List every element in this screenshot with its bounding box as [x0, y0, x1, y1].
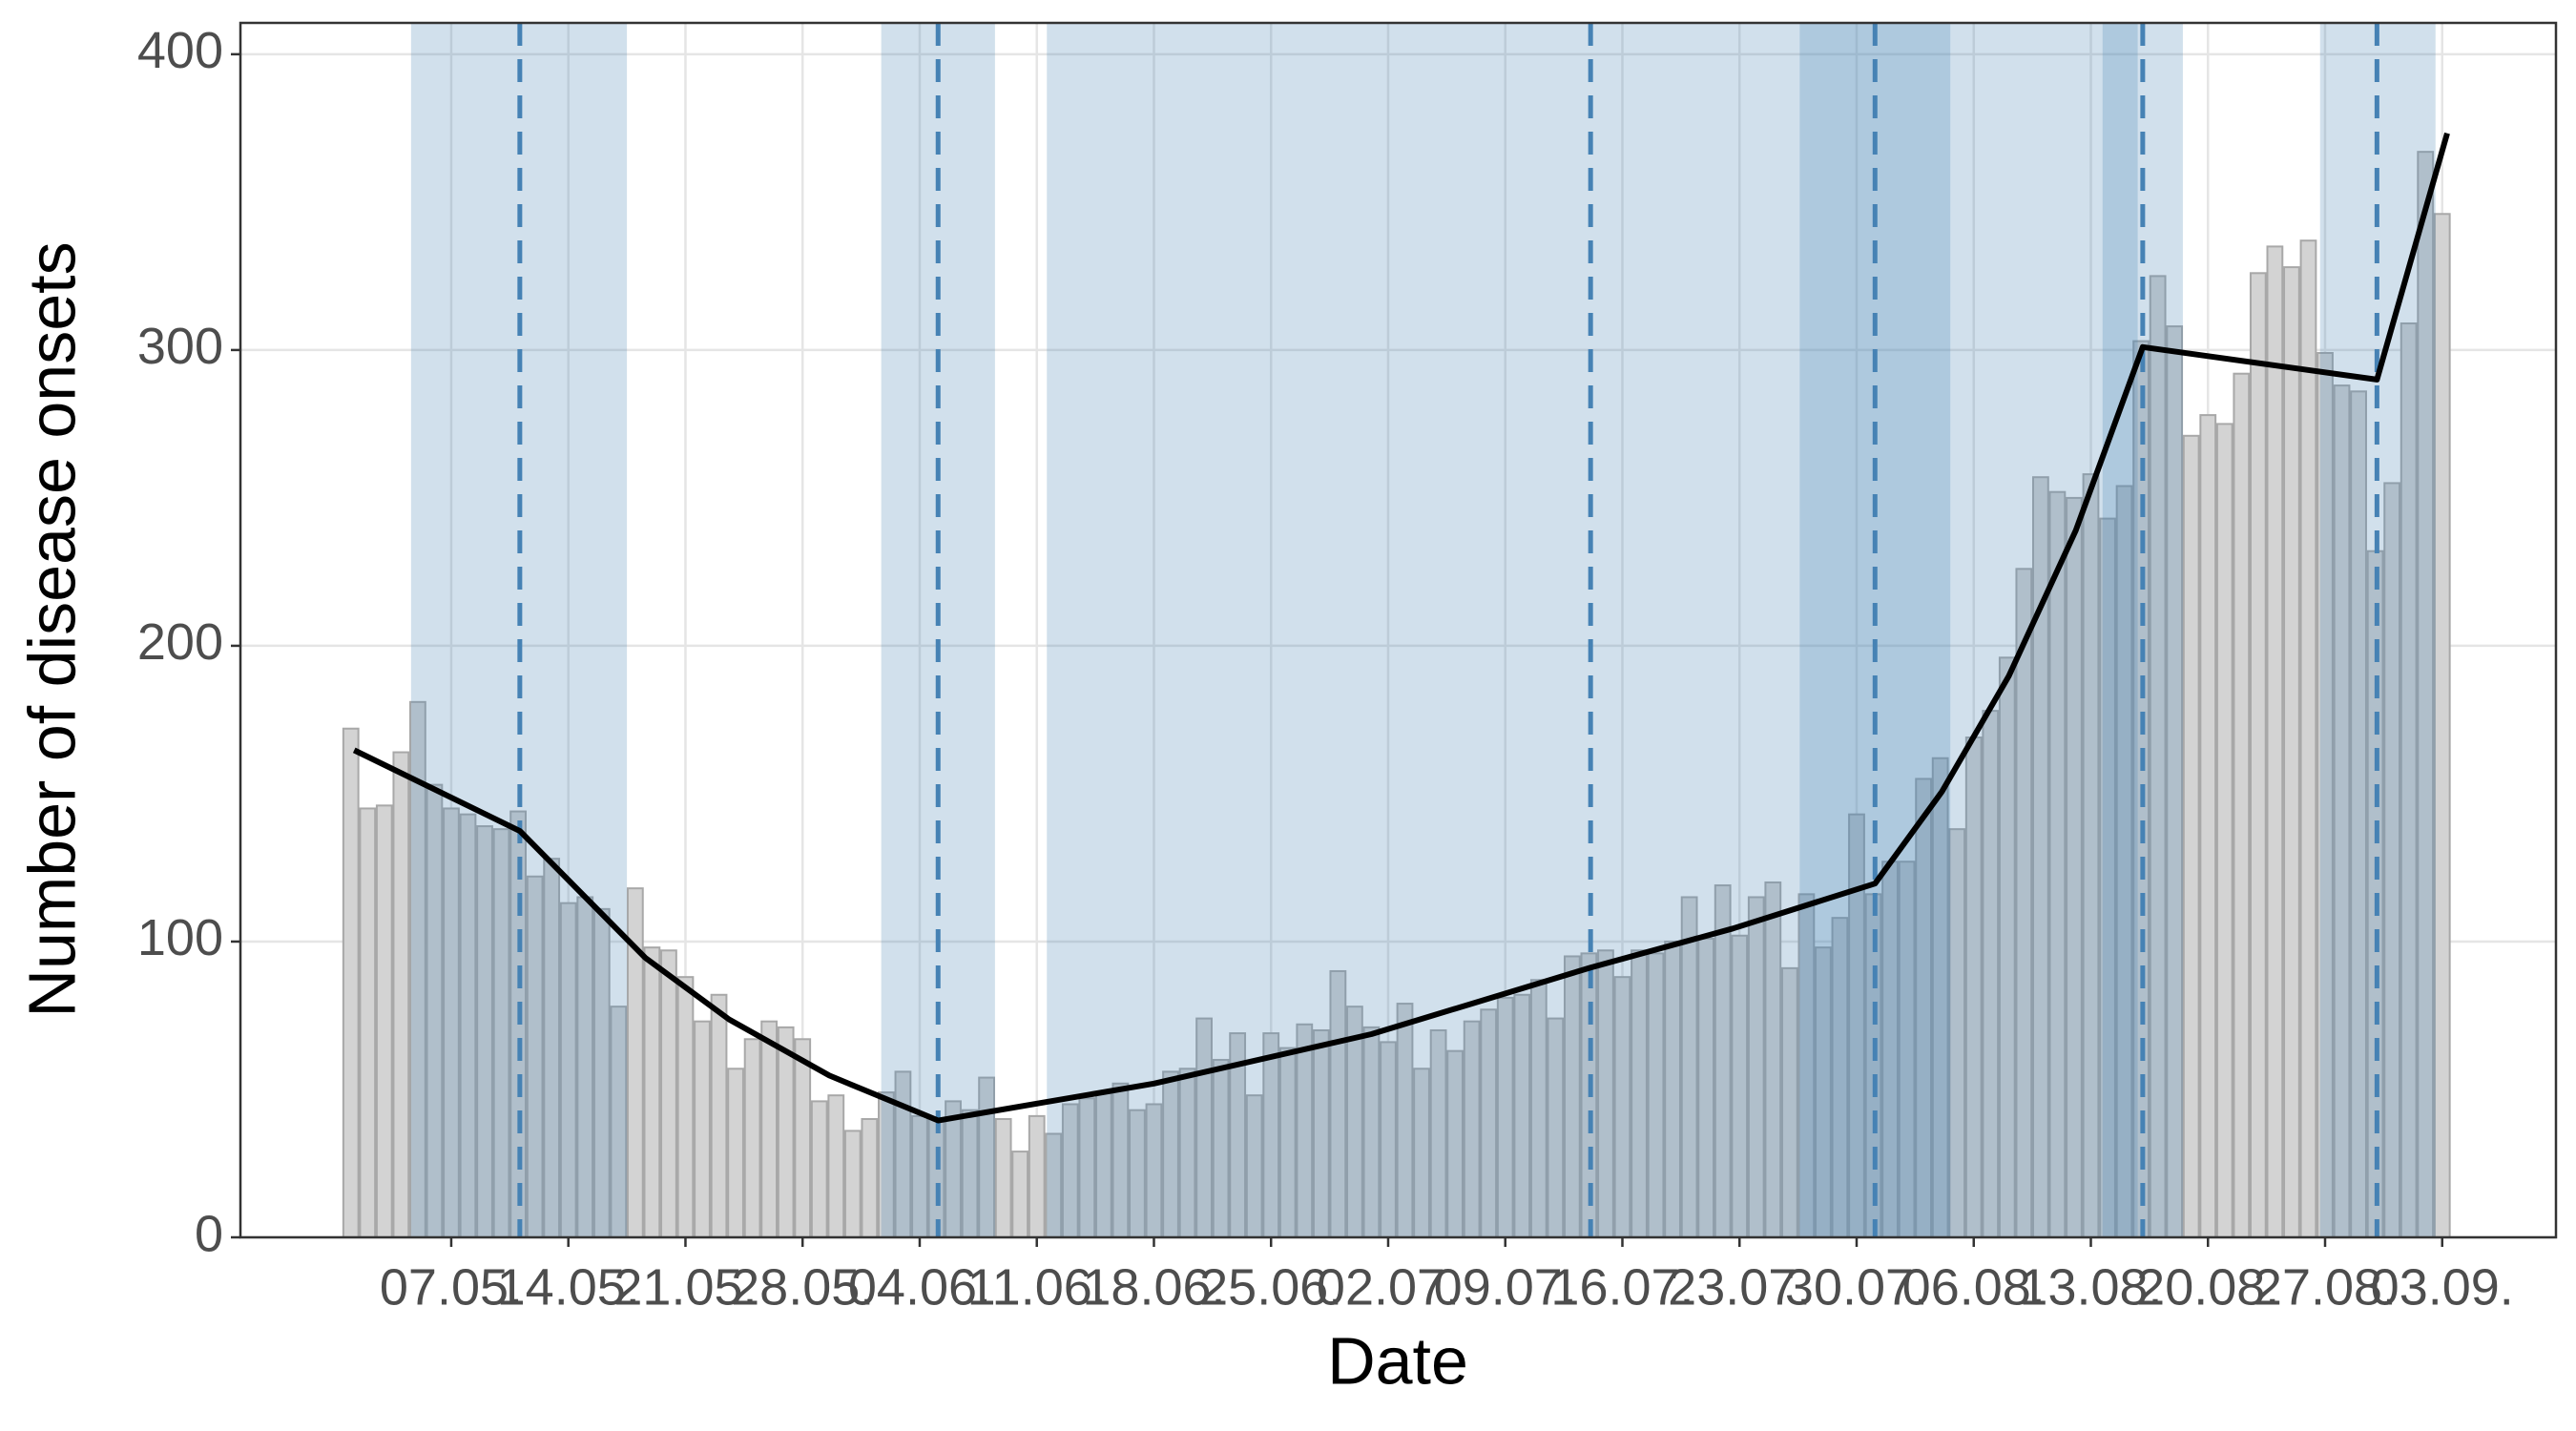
bar: [660, 949, 677, 1238]
x-axis-title: Date: [1327, 1323, 1468, 1398]
bar: [810, 1100, 828, 1238]
bar: [342, 727, 360, 1238]
bar: [743, 1038, 761, 1238]
bar: [843, 1130, 862, 1238]
x-tick-label: 16.07.: [1550, 1258, 1693, 1316]
bar: [643, 946, 661, 1238]
bar: [794, 1038, 812, 1238]
bar: [994, 1117, 1012, 1238]
bar: [1011, 1151, 1029, 1238]
bar: [827, 1094, 845, 1238]
x-tick-label: 02.07.: [1317, 1258, 1460, 1316]
x-tick-label: 20.08.: [2136, 1258, 2279, 1316]
bar: [760, 1020, 779, 1238]
x-tick-label: 04.06.: [848, 1258, 991, 1316]
x-tick-label: 07.05.: [380, 1258, 523, 1316]
x-tick-label: 28.05.: [731, 1258, 874, 1316]
bar: [392, 751, 410, 1238]
confidence-interval: [1047, 23, 1951, 1237]
y-tick-label: 300: [137, 318, 223, 375]
bar: [375, 804, 393, 1238]
bar: [694, 1020, 711, 1238]
bar: [727, 1068, 744, 1238]
bar: [676, 976, 695, 1239]
bar: [2215, 423, 2233, 1238]
x-tick-label: 11.06.: [967, 1258, 1107, 1316]
bar: [2182, 434, 2200, 1238]
x-tick-label: 03.09.: [2371, 1258, 2514, 1316]
plot-border: [239, 21, 2558, 1239]
confidence-interval: [1799, 23, 2138, 1237]
bar: [2283, 266, 2300, 1239]
x-tick-label: 21.05.: [613, 1258, 757, 1316]
x-tick-label: 18.06.: [1082, 1258, 1225, 1316]
y-tick-label: 100: [137, 909, 223, 966]
y-axis-title: Number of disease onsets: [14, 241, 89, 1017]
y-tick-label: 0: [195, 1205, 223, 1262]
x-tick-label: 27.08.: [2254, 1258, 2397, 1316]
bar: [2199, 414, 2217, 1238]
bar: [777, 1026, 795, 1238]
bar: [2266, 245, 2284, 1239]
x-tick-label: 23.07.: [1668, 1258, 1811, 1316]
x-tick-label: 06.08.: [1902, 1258, 2046, 1316]
bar: [861, 1117, 879, 1238]
bar: [2249, 272, 2267, 1239]
x-tick-label: 30.07.: [1785, 1258, 1928, 1316]
x-tick-label: 25.06.: [1199, 1258, 1342, 1316]
bar: [2433, 213, 2451, 1239]
y-tick-label: 400: [137, 22, 223, 79]
fit-line: [352, 132, 2450, 1124]
x-tick-label: 14.05.: [497, 1258, 640, 1316]
bar: [710, 993, 728, 1239]
bar: [359, 807, 377, 1238]
x-tick-label: 09.07.: [1434, 1258, 1577, 1316]
bar: [2299, 239, 2317, 1239]
bar: [1028, 1114, 1046, 1238]
y-tick-label: 200: [137, 613, 223, 671]
bar: [2233, 372, 2251, 1238]
x-tick-label: 13.08.: [2019, 1258, 2162, 1316]
